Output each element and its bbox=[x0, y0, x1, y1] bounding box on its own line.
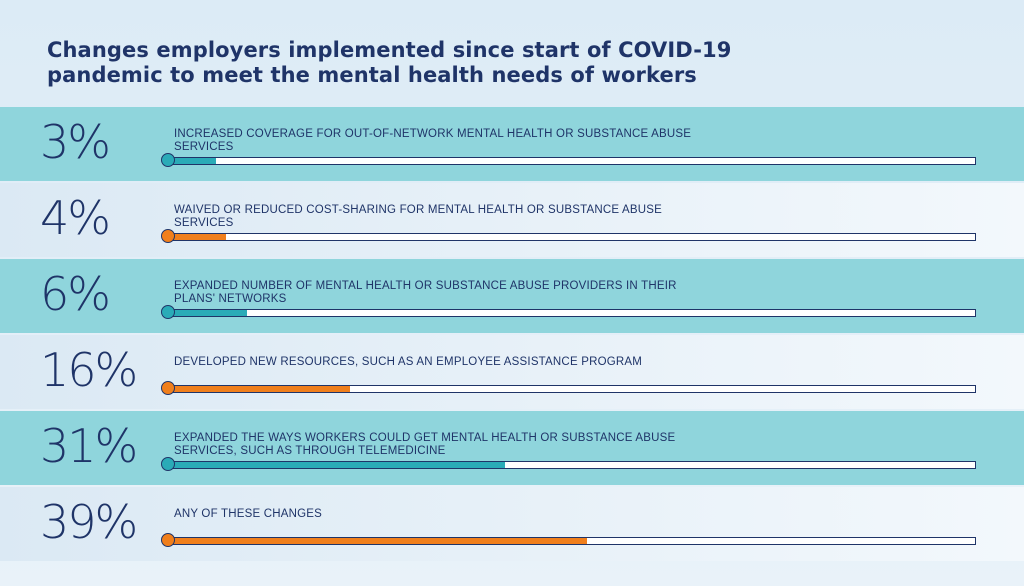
bar-start-dot bbox=[161, 533, 175, 547]
percentage-value: 31% bbox=[40, 419, 138, 473]
bar-track bbox=[170, 461, 976, 469]
bar-start-dot bbox=[161, 229, 175, 243]
bar-fill bbox=[171, 234, 227, 240]
percentage-value: 16% bbox=[40, 343, 138, 397]
percentage-value: 3% bbox=[40, 115, 111, 169]
bar-fill bbox=[171, 462, 505, 468]
bar-track bbox=[170, 385, 976, 393]
bar-fill bbox=[171, 310, 247, 316]
bar-label: Waived or reduced cost-sharing for menta… bbox=[174, 204, 662, 229]
percentage-value: 4% bbox=[40, 191, 111, 245]
chart-title-line-1: Changes employers implemented since star… bbox=[47, 38, 732, 62]
bar-fill bbox=[171, 158, 216, 164]
bar-start-dot bbox=[161, 153, 175, 167]
bar-track bbox=[170, 309, 976, 317]
bar-row: 6% Expanded number of mental health or su… bbox=[0, 259, 1024, 333]
bar-row: 4% Waived or reduced cost-sharing for men… bbox=[0, 183, 1024, 257]
bar-label: Expanded number of mental health or subs… bbox=[174, 280, 677, 305]
bar-start-dot bbox=[161, 457, 175, 471]
bar-label: Increased coverage for out-of-network me… bbox=[174, 128, 692, 153]
bar-start-dot bbox=[161, 381, 175, 395]
percentage-value: 6% bbox=[40, 267, 111, 321]
bar-track bbox=[170, 233, 976, 241]
percentage-value: 39% bbox=[40, 495, 138, 549]
bar-fill bbox=[171, 538, 588, 544]
bar-row: 16% Developed new resources, such as an e… bbox=[0, 335, 1024, 409]
chart-title-line-2: pandemic to meet the mental health needs… bbox=[47, 63, 697, 87]
bar-track bbox=[170, 537, 976, 545]
chart-title: Changes employers implemented since star… bbox=[47, 38, 731, 88]
bar-track bbox=[170, 157, 976, 165]
bar-fill bbox=[171, 386, 351, 392]
bar-label: Expanded the ways workers could get ment… bbox=[174, 432, 676, 457]
bar-label: Any of these changes bbox=[174, 508, 322, 520]
bar-row: 39% Any of these changes bbox=[0, 487, 1024, 561]
bar-row: 3% Increased coverage for out-of-network … bbox=[0, 107, 1024, 181]
bar-row: 31% Expanded the ways workers could get m… bbox=[0, 411, 1024, 485]
bar-start-dot bbox=[161, 305, 175, 319]
bar-label: Developed new resources, such as an empl… bbox=[174, 356, 643, 368]
